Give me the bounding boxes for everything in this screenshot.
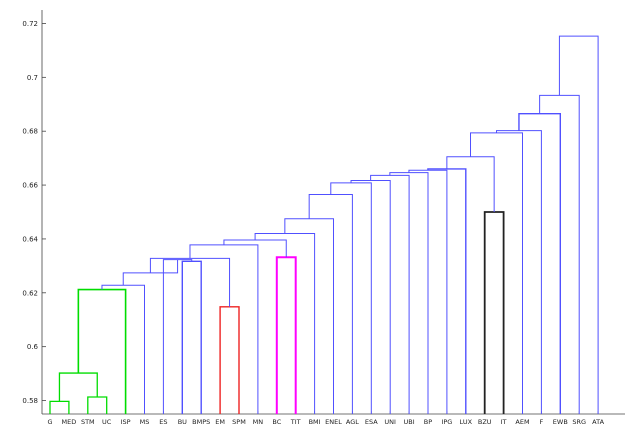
y-tick-label: 0.58 <box>22 397 38 405</box>
y-tick-label: 0.7 <box>27 74 38 82</box>
leaf-label: BMI <box>309 418 321 426</box>
leaf-label: SPM <box>232 418 246 426</box>
leaf-label: SRG <box>572 418 586 426</box>
leaf-label: EM <box>215 418 225 426</box>
leaf-label: IPG <box>441 418 452 426</box>
leaf-label: UC <box>102 418 112 426</box>
dendrogram-link <box>275 256 297 414</box>
dendrogram-link <box>518 112 561 414</box>
dendrogram-link <box>101 284 145 414</box>
leaf-label: UNI <box>384 418 396 426</box>
leaf-label: ES <box>159 418 167 426</box>
y-tick-label: 0.6 <box>27 343 39 351</box>
leaf-label: AEM <box>515 418 529 426</box>
axes: 0.58 0.6 0.62 0.64 0.66 0.68 0.7 0.72 <box>22 10 625 415</box>
dendrogram-link <box>330 182 372 414</box>
leaf-label: UBI <box>404 418 415 426</box>
leaf-label: TIT <box>290 418 301 426</box>
leaf-label: MED <box>62 418 77 426</box>
dendrogram-link <box>162 259 193 414</box>
dendrogram-link <box>539 94 580 414</box>
dendrogram-link <box>370 174 410 414</box>
dendrogram-link <box>558 35 599 414</box>
leaf-label: STM <box>81 418 95 426</box>
leaf-label: BMPS <box>192 418 210 426</box>
dendrogram-link <box>189 244 259 414</box>
leaf-label: BZU <box>478 418 492 426</box>
leaf-label: BU <box>178 418 187 426</box>
leaf-label: ATA <box>592 418 604 426</box>
dendrogram-link <box>284 218 334 414</box>
leaf-label: AGL <box>346 418 359 426</box>
leaf-label: ISP <box>121 418 131 426</box>
dendrogram-link <box>219 306 240 414</box>
dendrogram-link <box>49 400 70 414</box>
leaf-label: F <box>540 418 544 426</box>
dendrogram-link <box>87 396 108 414</box>
dendrogram-link <box>223 239 287 258</box>
leaf-label: IT <box>501 418 507 426</box>
leaf-label: ENEL <box>325 418 342 426</box>
dendrogram-link <box>446 156 495 212</box>
dendrogram-link <box>427 168 467 414</box>
dendrogram-link <box>308 193 353 414</box>
dendrogram-link <box>254 233 316 414</box>
y-tick-label: 0.62 <box>22 289 38 297</box>
y-tick-label: 0.64 <box>22 235 38 243</box>
leaf-label: MS <box>140 418 150 426</box>
leaf-label: BP <box>424 418 432 426</box>
leaf-label: BC <box>272 418 281 426</box>
dendrogram-link <box>483 211 505 414</box>
leaf-label: G <box>47 418 52 426</box>
dendrogram-link <box>470 132 523 414</box>
y-tick-label: 0.68 <box>22 128 38 136</box>
leaf-label: LUX <box>460 418 473 426</box>
dendrogram-links <box>49 35 599 414</box>
dendrogram-link <box>77 288 127 414</box>
y-tick-label: 0.72 <box>22 20 38 28</box>
y-tick-label: 0.66 <box>22 182 38 190</box>
leaf-label: EWB <box>553 418 568 426</box>
dendrogram-link <box>181 260 202 414</box>
dendrogram-link <box>149 257 231 307</box>
leaf-labels: G MED STM UC ISP MS ES BU BMPS EM SPM MN BC TIT BMI ENE… <box>47 418 604 426</box>
leaf-label: ESA <box>365 418 378 426</box>
leaf-label: MN <box>253 418 264 426</box>
dendrogram-link <box>350 179 391 414</box>
